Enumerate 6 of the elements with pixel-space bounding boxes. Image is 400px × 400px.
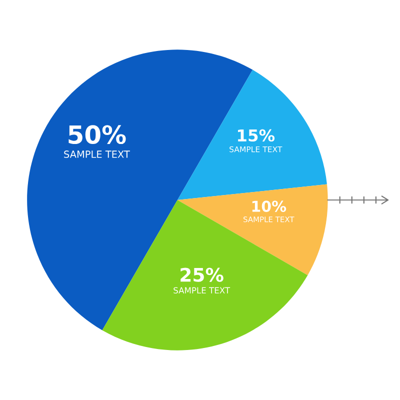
data-label: 50% [68,125,126,144]
data-label: 25% [180,268,224,282]
slice-label: SAMPLE TEXT [64,150,130,158]
data-label: 15% [238,129,275,142]
data-label: 10% [252,200,286,212]
slice-label: SAMPLE TEXT [174,287,230,294]
